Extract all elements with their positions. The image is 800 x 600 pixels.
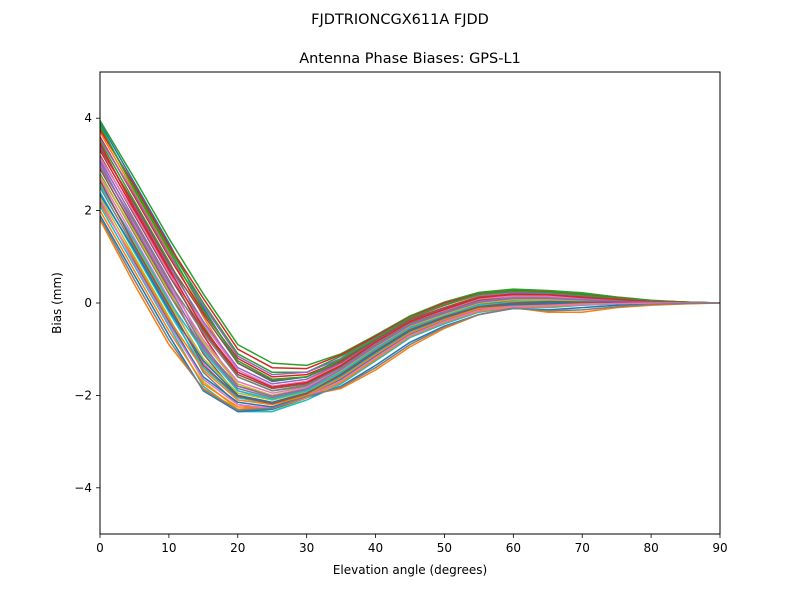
chart-title: Antenna Phase Biases: GPS-L1 <box>299 51 521 67</box>
series-line <box>100 161 720 398</box>
y-tick-label: −4 <box>74 481 92 495</box>
x-tick-label: 50 <box>437 541 452 555</box>
series-layer <box>100 120 720 413</box>
x-axis-label: Elevation angle (degrees) <box>333 563 487 577</box>
series-line <box>100 219 720 411</box>
series-line <box>100 180 720 405</box>
x-tick-label: 30 <box>299 541 314 555</box>
series-line <box>100 124 720 380</box>
x-tick-label: 20 <box>230 541 245 555</box>
chart-suptitle: FJDTRIONCGX611A FJDD <box>311 12 489 28</box>
x-tick-label: 10 <box>161 541 176 555</box>
y-axis: −4 −2 0 2 4 <box>74 111 100 495</box>
x-tick-label: 80 <box>643 541 658 555</box>
y-tick-label: −2 <box>74 388 92 402</box>
y-axis-label: Bias (mm) <box>50 272 64 334</box>
series-line <box>100 214 720 413</box>
y-tick-label: 0 <box>84 296 92 310</box>
x-tick-label: 0 <box>96 541 104 555</box>
x-tick-label: 70 <box>575 541 590 555</box>
series-line <box>100 198 720 410</box>
series-line <box>100 120 720 367</box>
x-tick-label: 40 <box>368 541 383 555</box>
series-line <box>100 217 720 411</box>
x-tick-label: 60 <box>506 541 521 555</box>
y-tick-label: 4 <box>84 111 92 125</box>
y-tick-label: 2 <box>84 204 92 218</box>
series-line <box>100 143 720 388</box>
x-tick-label: 90 <box>712 541 727 555</box>
x-axis: 0 10 20 30 40 50 60 70 80 90 <box>96 534 728 555</box>
